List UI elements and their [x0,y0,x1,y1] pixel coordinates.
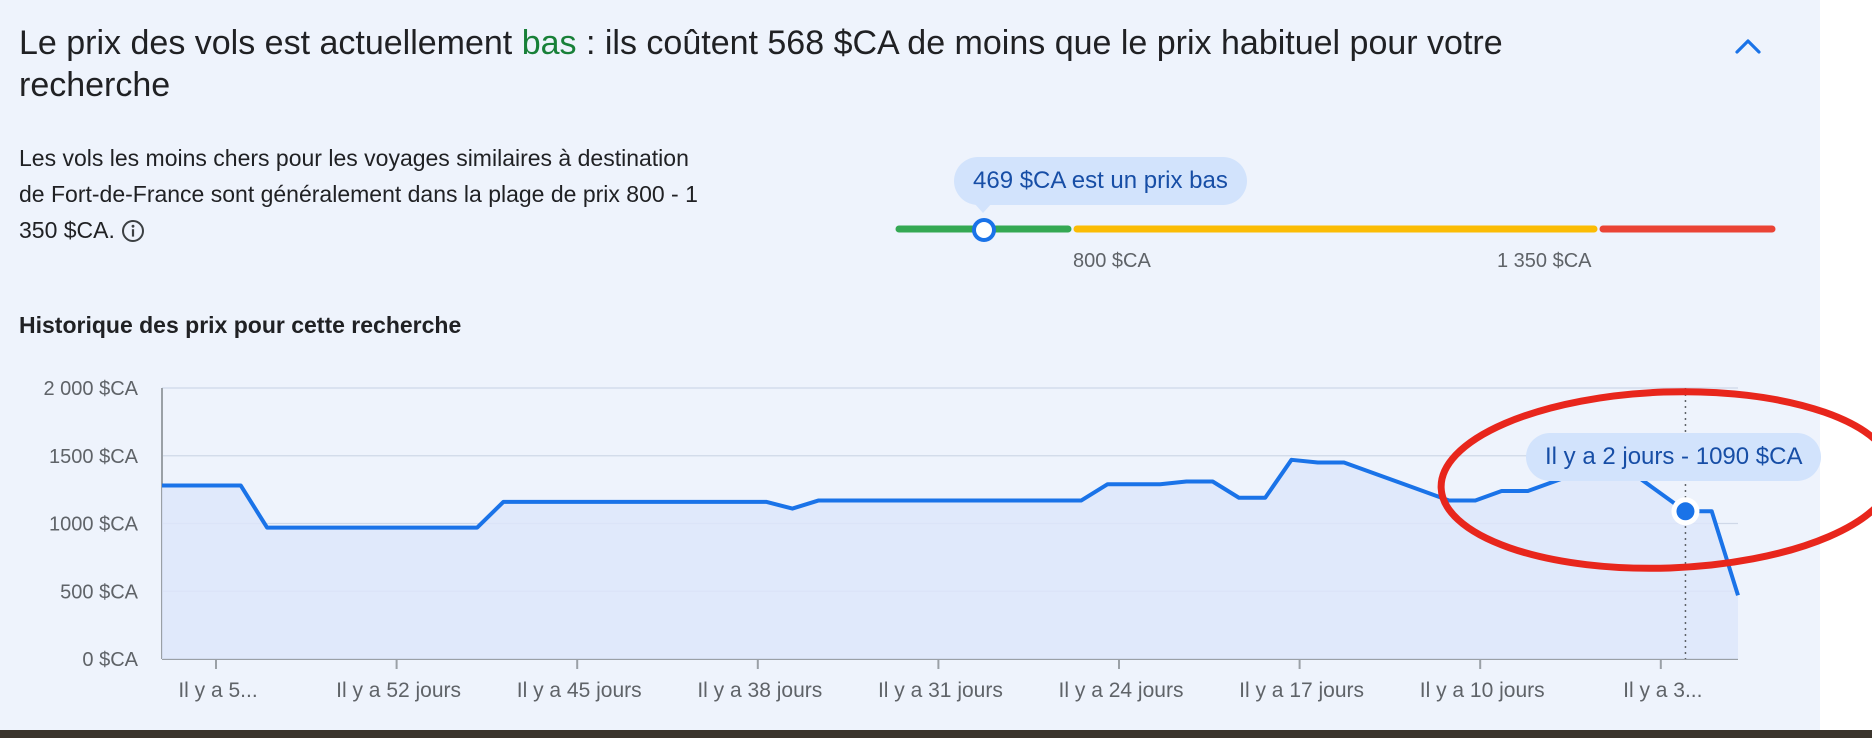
y-tick-label: 500 $CA [60,581,138,603]
description-text: Les vols les moins chers pour les voyage… [19,145,698,243]
chart-tooltip: Il y a 2 jours - 1090 $CA [1526,433,1822,481]
x-tick-label: Il y a 3... [1623,679,1702,702]
price-history-chart[interactable]: 0 $CA 500 $CA 1000 $CA 1500 $CA 2 000 $CA Il … [0,0,1820,730]
highlight-point [1676,502,1695,521]
x-tick-label: Il y a 5... [178,679,257,702]
collapse-button[interactable] [1728,26,1768,66]
chevron-up-icon [1735,39,1761,54]
x-tick-label: Il y a 31 jours [878,679,1003,702]
y-tick-label: 1500 $CA [49,446,139,468]
price-history-title: Historique des prix pour cette recherche [19,312,462,338]
headline-prefix: Le prix des vols est actuellement [19,24,522,62]
headline-suffix: : ils coûtent 568 $CA de moins que le pr… [19,24,1503,104]
price-area [162,459,1738,659]
price-level-text: bas [521,24,577,62]
info-icon[interactable] [121,217,145,253]
range-high-label: 1 350 $CA [1497,250,1592,272]
price-range-description: Les vols les moins chers pour les voyage… [19,140,699,253]
current-price-marker [972,218,996,242]
bubble-pointer [974,203,992,213]
x-tick-label: Il y a 24 jours [1059,679,1184,702]
y-tick-label: 0 $CA [82,649,138,671]
price-range-bar [895,218,1776,242]
current-price-bubble: 469 $CA est un prix bas [954,157,1247,205]
x-tick-label: Il y a 17 jours [1239,679,1364,702]
x-tick-label: Il y a 38 jours [697,679,822,702]
window-edge [0,730,1872,738]
price-headline: Le prix des vols est actuellement bas : … [19,22,1659,106]
y-tick-label: 2 000 $CA [43,378,138,400]
y-tick-label: 1000 $CA [49,514,139,536]
page-background [1820,0,1872,730]
x-tick-label: Il y a 45 jours [517,679,642,702]
x-tick-label: Il y a 52 jours [336,679,461,702]
x-tick-label: Il y a 10 jours [1420,679,1545,702]
range-low-label: 800 $CA [1073,250,1151,272]
